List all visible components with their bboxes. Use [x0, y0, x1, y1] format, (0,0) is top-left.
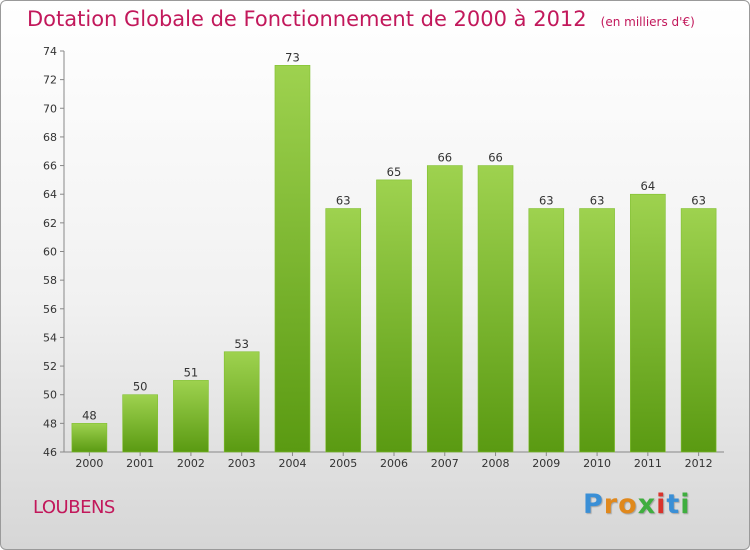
- y-tick-label: 54: [43, 331, 57, 344]
- bar-value-label: 63: [539, 194, 554, 208]
- x-tick-label: 2010: [583, 457, 611, 470]
- bar: [426, 165, 463, 453]
- chart-title: Dotation Globale de Fonctionnement de 20…: [27, 7, 695, 31]
- y-tick-label: 58: [43, 274, 57, 287]
- logo-letter: r: [603, 489, 619, 520]
- bar-value-label: 63: [336, 194, 351, 208]
- logo-letter: i: [656, 489, 667, 520]
- logo-letter: i: [680, 489, 691, 520]
- bar-value-label: 53: [234, 337, 249, 351]
- x-tick-label: 2012: [685, 457, 713, 470]
- y-tick-label: 62: [43, 217, 57, 230]
- y-tick-label: 74: [43, 45, 57, 58]
- bar: [223, 351, 260, 453]
- x-tick-label: 2004: [278, 457, 306, 470]
- x-tick-label: 2000: [75, 457, 103, 470]
- bar: [528, 208, 565, 453]
- x-tick-label: 2009: [532, 457, 560, 470]
- y-tick-label: 70: [43, 102, 57, 115]
- x-tick-label: 2011: [634, 457, 662, 470]
- bar-value-label: 63: [590, 194, 605, 208]
- x-tick-label: 2001: [126, 457, 154, 470]
- bar-value-label: 48: [82, 408, 97, 422]
- bar: [477, 165, 514, 453]
- x-tick-label: 2008: [482, 457, 510, 470]
- y-tick-label: 46: [43, 446, 57, 459]
- y-tick-label: 64: [43, 188, 57, 201]
- y-tick-label: 72: [43, 74, 57, 87]
- chart-subtitle: (en milliers d'€): [600, 15, 695, 29]
- x-tick-label: 2007: [431, 457, 459, 470]
- y-tick-label: 60: [43, 246, 57, 259]
- x-tick-label: 2003: [228, 457, 256, 470]
- bar: [630, 193, 666, 453]
- commune-name: LOUBENS: [33, 497, 115, 518]
- x-tick-label: 2006: [380, 457, 408, 470]
- bar: [325, 208, 362, 453]
- x-tick-label: 2002: [177, 457, 205, 470]
- bar: [680, 208, 717, 453]
- logo-letter: t: [666, 489, 681, 520]
- y-tick-label: 56: [43, 303, 57, 316]
- bar: [579, 208, 615, 453]
- bar-value-label: 63: [691, 194, 706, 208]
- bar-value-label: 66: [488, 151, 503, 165]
- proxiti-logo: Proxiti: [583, 489, 691, 520]
- y-tick-label: 68: [43, 131, 57, 144]
- logo-letter: P: [583, 489, 604, 520]
- bar-value-label: 50: [133, 380, 148, 394]
- bar: [376, 179, 412, 453]
- bar-value-label: 66: [437, 151, 452, 165]
- y-tick-label: 66: [43, 160, 57, 173]
- bar-value-label: 64: [641, 179, 656, 193]
- bar: [274, 65, 311, 453]
- y-tick-label: 48: [43, 417, 57, 430]
- y-tick-label: 50: [43, 389, 57, 402]
- bar-value-label: 73: [285, 50, 300, 64]
- x-tick-label: 2005: [329, 457, 357, 470]
- logo-letter: x: [637, 489, 657, 520]
- bar-value-label: 51: [184, 365, 199, 379]
- bar-value-label: 65: [387, 165, 402, 179]
- y-tick-label: 52: [43, 360, 57, 373]
- bar: [173, 380, 209, 453]
- title-text: Dotation Globale de Fonctionnement de 20…: [27, 7, 587, 31]
- bar: [71, 423, 108, 453]
- logo-letter: o: [618, 489, 638, 520]
- bar: [122, 394, 158, 453]
